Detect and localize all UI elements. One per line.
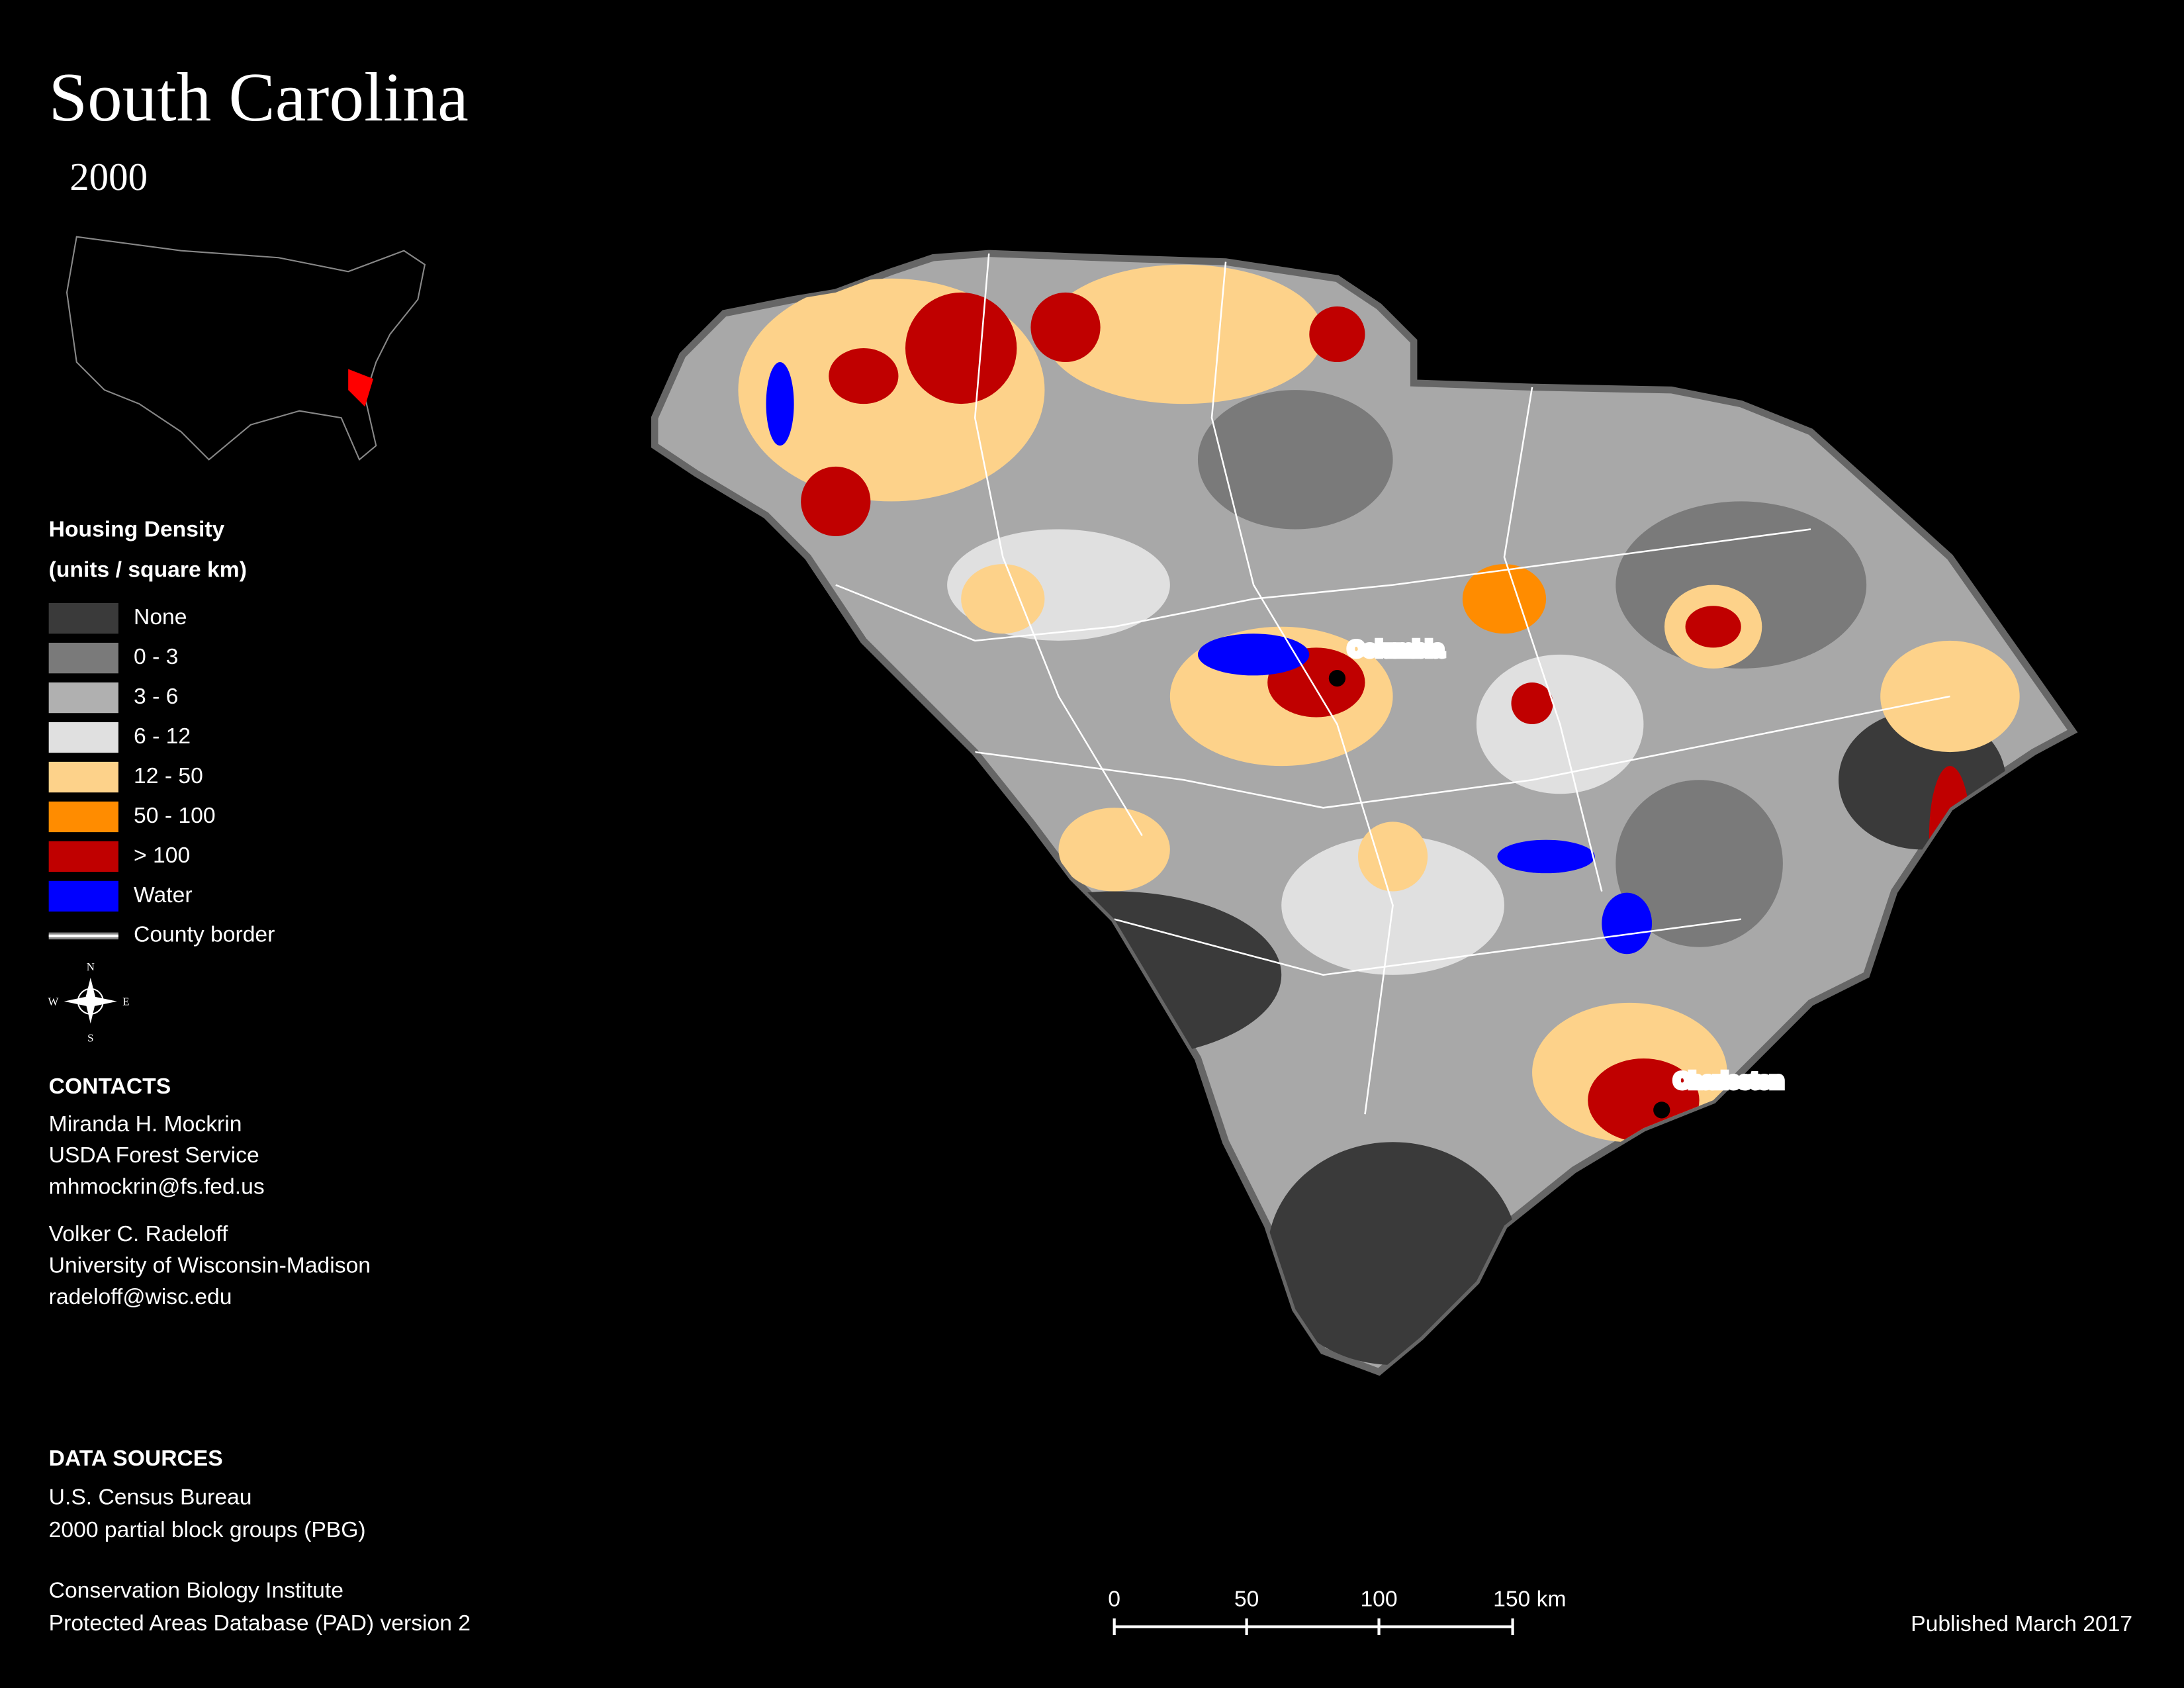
legend-swatch bbox=[48, 682, 118, 714]
scale-bar bbox=[1113, 1618, 1514, 1636]
city-label: Columbia bbox=[1348, 637, 1443, 661]
subtitle: 2000 bbox=[69, 156, 148, 199]
legend-label: 3 - 6 bbox=[134, 684, 178, 709]
source-line: Conservation Biology Institute bbox=[49, 1579, 343, 1603]
contact-line: Miranda H. Mockrin bbox=[49, 1112, 242, 1137]
legend-label: 0 - 3 bbox=[134, 645, 178, 669]
legend-title: Housing Density bbox=[49, 518, 225, 542]
legend-label: 50 - 100 bbox=[134, 804, 216, 828]
contact-line: Volker C. Radeloff bbox=[49, 1222, 228, 1246]
title: South Carolina bbox=[49, 58, 469, 136]
scale-label: 0 bbox=[1108, 1587, 1120, 1611]
contact-line: mhmockrin@fs.fed.us bbox=[49, 1175, 265, 1199]
legend-label: 6 - 12 bbox=[134, 724, 191, 749]
city-label: Charleston bbox=[1674, 1068, 1784, 1092]
legend-swatch bbox=[48, 722, 118, 753]
legend-swatch bbox=[48, 642, 118, 674]
compass bbox=[64, 977, 117, 1024]
contact-line: USDA Forest Service bbox=[49, 1143, 259, 1168]
legend-label: > 100 bbox=[134, 843, 190, 868]
scale-label: 50 bbox=[1234, 1587, 1259, 1611]
legend-swatch bbox=[48, 761, 118, 793]
scale-label: 100 bbox=[1360, 1587, 1397, 1611]
legend-subtitle: (units / square km) bbox=[49, 558, 247, 583]
legend-label: None bbox=[134, 605, 187, 630]
source-line: U.S. Census Bureau bbox=[49, 1485, 252, 1510]
legend-swatch bbox=[48, 880, 118, 912]
legend-label: County border bbox=[134, 923, 275, 947]
sources-heading: DATA SOURCES bbox=[49, 1446, 223, 1471]
footer: Published March 2017 bbox=[1911, 1612, 2132, 1636]
compass-letter: N bbox=[87, 961, 95, 973]
source-line: 2000 partial block groups (PBG) bbox=[49, 1518, 366, 1542]
scale-label: 150 km bbox=[1493, 1587, 1566, 1611]
legend-swatch bbox=[48, 603, 118, 634]
legend-swatch bbox=[48, 841, 118, 872]
contacts-heading: CONTACTS bbox=[49, 1074, 171, 1099]
state-map bbox=[651, 250, 2078, 1376]
legend-label: 12 - 50 bbox=[134, 764, 203, 788]
source-line: Protected Areas Database (PAD) version 2 bbox=[49, 1611, 471, 1636]
legend-swatch bbox=[48, 801, 118, 833]
contact-line: radeloff@wisc.edu bbox=[49, 1285, 232, 1309]
compass-letter: W bbox=[48, 996, 58, 1008]
compass-letter: S bbox=[87, 1031, 93, 1044]
contact-line: University of Wisconsin-Madison bbox=[49, 1253, 371, 1278]
inset-map bbox=[66, 236, 426, 461]
compass-letter: E bbox=[122, 996, 129, 1008]
legend-label: Water bbox=[134, 883, 193, 908]
